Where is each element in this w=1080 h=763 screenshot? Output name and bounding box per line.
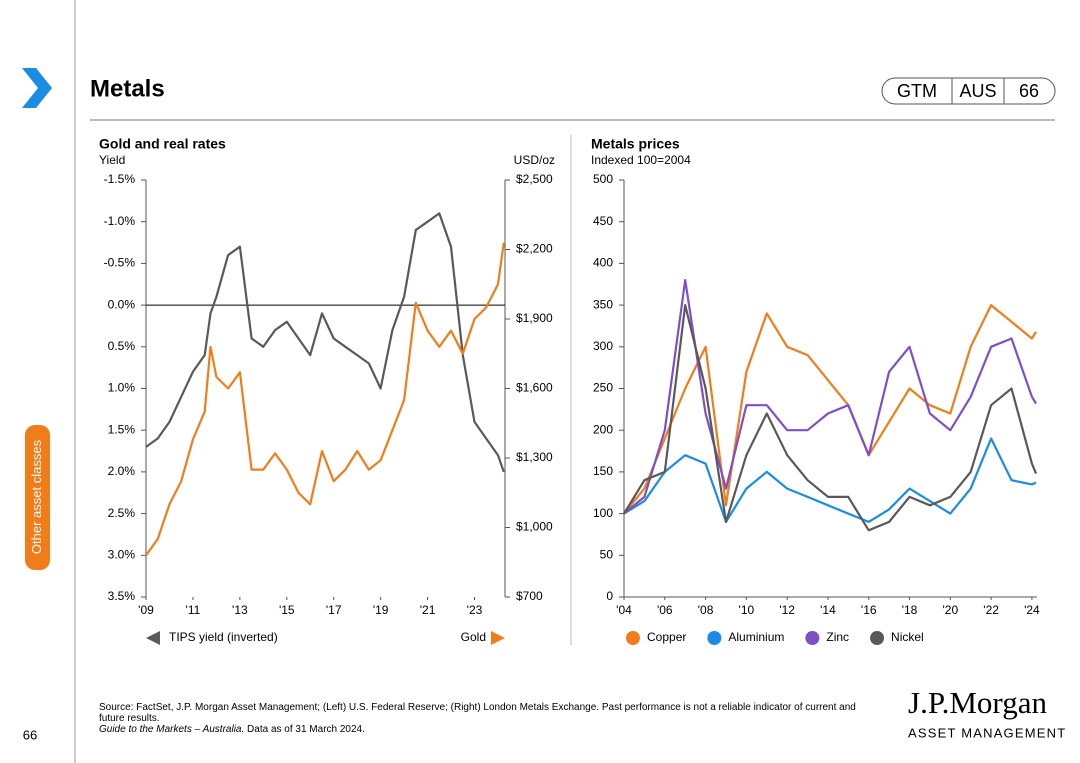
logo-sub: ASSET MANAGEMENT [908,725,1066,740]
source: Source: FactSet, J.P. Morgan Asset Manag… [99,702,856,724]
legend-marker [707,631,722,645]
y-tick-label: 0.5% [108,339,136,353]
y2-tick-label: $1,600 [516,381,553,395]
y-tick-label: 2.0% [108,464,136,478]
y-tick-label: -1.5% [104,172,136,186]
legend-marker [626,631,640,645]
badge: AUS [959,81,996,101]
y-tick-label: 300 [593,339,613,353]
y-tick-label: 0 [606,589,613,603]
legend-label: TIPS yield (inverted) [169,630,278,644]
date: Data as of 31 March 2024. [247,724,365,735]
page-number: 66 [23,727,37,742]
y2-axis-label: USD/oz [514,153,555,167]
x-tick-label: '21 [420,603,436,617]
legend-label: Nickel [891,630,924,644]
badge: 66 [1019,81,1039,101]
y-tick-label: 100 [593,506,613,520]
y-tick-label: 500 [593,172,613,186]
guide: Guide to the Markets – Australia. [99,724,245,735]
y-tick-label: 0.0% [108,297,136,311]
series-line [623,304,1037,515]
y-tick-label: 350 [593,297,613,311]
y-tick-label: 250 [593,381,613,395]
x-tick-label: '08 [698,603,714,617]
y-tick-label: 200 [593,422,613,436]
y-tick-label: -0.5% [104,256,136,270]
y-tick-label: 1.0% [108,381,136,395]
section-tab [25,425,50,570]
series-line [145,212,505,473]
series-line [145,242,505,556]
x-tick-label: '20 [943,603,959,617]
y2-tick-label: $1,000 [516,520,553,534]
series-line [623,437,1037,523]
y2-tick-label: $2,200 [516,242,553,256]
legend-label: Gold [461,630,486,644]
x-tick-label: '23 [467,603,483,617]
y-tick-label: 3.5% [108,589,136,603]
y-axis-label: Yield [99,153,125,167]
y2-tick-label: $1,300 [516,450,553,464]
y-tick-label: 3.0% [108,547,136,561]
legend-label: Zinc [826,630,849,644]
section-label: Other asset classes [29,439,44,554]
legend-marker [491,631,505,645]
legend-marker [870,631,885,645]
legend-label: Aluminium [728,630,784,644]
data-note: Guide to the Markets – Australia. Data a… [99,724,869,735]
y-tick-label: 1.5% [108,422,136,436]
chart-title: Gold and real rates [99,136,226,152]
x-tick-label: '22 [983,603,999,617]
chevron [22,68,52,108]
badge-pill [881,77,1056,105]
series-line [623,304,1038,532]
x-tick-label: '16 [861,603,877,617]
x-tick-label: '17 [326,603,342,617]
y2-tick-label: $1,900 [516,311,553,325]
x-tick-label: '12 [779,603,795,617]
y-tick-label: 150 [593,464,613,478]
slide-title: Metals [90,75,165,102]
footnote: Source: FactSet, J.P. Morgan Asset Manag… [99,702,869,735]
x-tick-label: '24 [1024,603,1040,617]
x-tick-label: '11 [186,603,201,617]
logo: J.P.Morgan [908,685,1047,720]
x-tick-label: '06 [657,603,673,617]
x-tick-label: '19 [373,603,389,617]
y-tick-label: 2.5% [108,506,136,520]
y2-tick-label: $700 [516,589,543,603]
x-tick-label: '04 [616,603,632,617]
badge: GTM [897,81,937,101]
x-tick-label: '09 [138,603,154,617]
y-tick-label: 450 [593,214,613,228]
legend-label: Copper [647,630,686,644]
x-tick-label: '14 [820,603,836,617]
legend-marker [146,631,160,645]
x-tick-label: '10 [739,603,755,617]
x-tick-label: '15 [279,603,295,617]
y-tick-label: 400 [593,256,613,270]
x-tick-label: '18 [902,603,918,617]
y-tick-label: -1.0% [104,214,136,228]
chart-title: Metals prices [591,136,680,152]
x-tick-label: '13 [232,603,248,617]
y-axis-label: Indexed 100=2004 [591,153,691,167]
legend-marker [805,631,820,645]
y-tick-label: 50 [600,547,614,561]
y2-tick-label: $2,500 [516,172,553,186]
